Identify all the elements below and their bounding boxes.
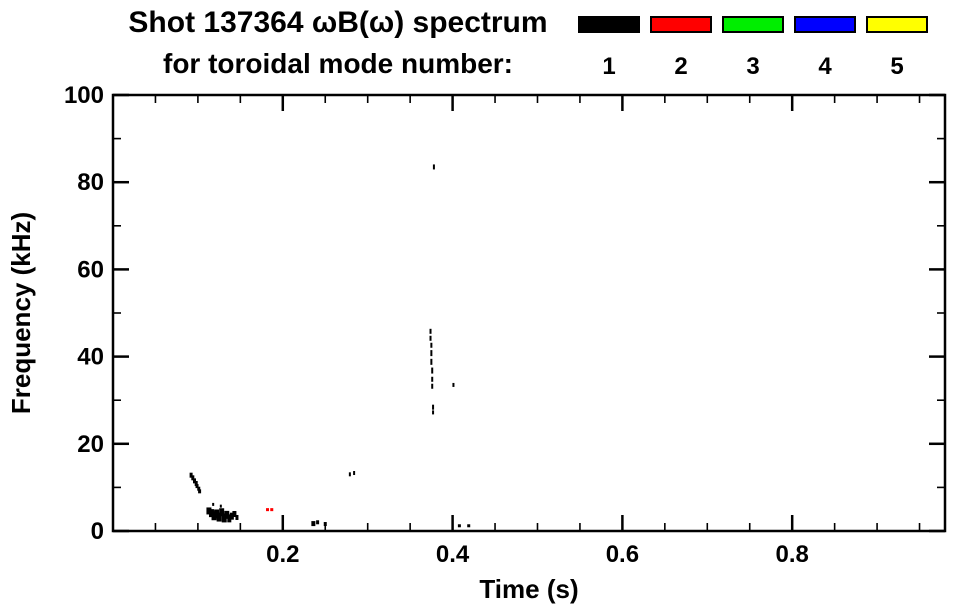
data-point-n=1	[432, 164, 435, 170]
data-point-n=1	[216, 512, 222, 522]
x-tick-label: 0.2	[266, 541, 299, 568]
data-point-n=1	[323, 522, 327, 527]
legend-label-3: 3	[746, 53, 760, 80]
data-point-n=1	[232, 510, 237, 517]
data-point-n=1	[212, 502, 215, 506]
data-point-n=1	[348, 472, 351, 477]
data-point-n=1	[431, 383, 434, 389]
data-point-n=1	[431, 376, 434, 382]
data-point-n=1	[316, 520, 320, 525]
data-point-n=1	[430, 342, 433, 348]
y-tick-label: 40	[77, 344, 104, 371]
data-point-n=1	[194, 480, 198, 486]
legend-label-1: 1	[602, 53, 616, 80]
data-point-n=1	[211, 511, 217, 521]
data-point-n=1	[198, 489, 202, 494]
data-point-n=1	[224, 510, 230, 519]
data-point-n=1	[227, 514, 232, 523]
legend-swatch-3	[722, 16, 784, 33]
x-axis-title: Time (s)	[479, 574, 578, 604]
data-point-n=1	[195, 484, 199, 489]
data-point-n=1	[191, 475, 195, 481]
data-point-n=1	[457, 524, 461, 528]
data-point-n=1	[219, 504, 222, 508]
x-tick-label: 0.6	[606, 541, 639, 568]
data-point-n=1	[429, 335, 432, 341]
y-tick-label: 80	[77, 169, 104, 196]
data-point-n=1	[431, 367, 434, 374]
data-point-n=1	[219, 508, 225, 517]
data-point-n=1	[452, 382, 455, 387]
legend-swatch-5	[866, 16, 928, 33]
legend-label-5: 5	[890, 53, 904, 80]
legend: 1 2 3 4 5	[578, 16, 948, 86]
legend-label-4: 4	[818, 53, 832, 80]
chart-subtitle: for toroidal mode number:	[163, 48, 513, 79]
data-point-n=1	[193, 478, 197, 484]
y-tick-label: 60	[77, 256, 104, 283]
legend-swatch-1	[578, 16, 640, 33]
data-point-n=1	[432, 404, 435, 410]
plot-frame	[111, 93, 947, 533]
data-point-n=2	[266, 508, 270, 512]
data-point-n=1	[206, 507, 212, 515]
y-tick-label: 100	[64, 82, 104, 109]
data-point-n=1	[467, 524, 471, 528]
chart-title: Shot 137364 ωB(ω) spectrum	[128, 6, 548, 39]
data-point-n=1	[229, 512, 234, 520]
data-point-n=1	[189, 472, 193, 478]
data-point-n=1	[429, 328, 432, 334]
data-point-n=1	[221, 513, 227, 523]
data-point-n=1	[430, 358, 433, 365]
x-tick-label: 0.4	[436, 541, 470, 568]
y-tick-label: 20	[77, 431, 104, 458]
legend-swatch-4	[794, 16, 856, 33]
data-point-n=1	[208, 509, 214, 518]
legend-label-2: 2	[674, 53, 688, 80]
data-point-n=1	[432, 410, 435, 415]
data-point-n=1	[353, 471, 356, 476]
data-point-n=1	[214, 509, 220, 519]
data-point-n=1	[235, 514, 239, 520]
data-point-n=1	[197, 486, 201, 491]
x-tick-label: 0.8	[775, 541, 808, 568]
data-point-n=2	[270, 508, 274, 512]
y-tick-label: 0	[91, 518, 104, 545]
data-point-n=1	[430, 350, 433, 357]
y-axis-title: Frequency (kHz)	[6, 212, 36, 414]
legend-swatch-2	[650, 16, 712, 33]
data-point-n=1	[311, 521, 316, 527]
